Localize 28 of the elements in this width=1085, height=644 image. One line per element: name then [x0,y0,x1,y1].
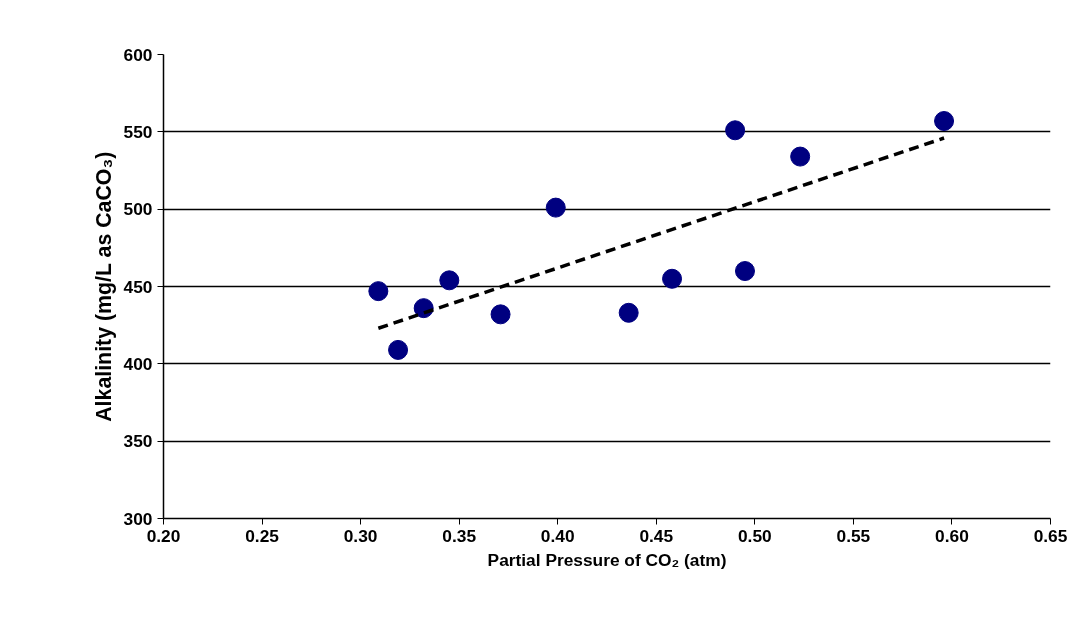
y-tick-label: 450 [123,276,153,297]
y-tick-label: 350 [123,431,153,452]
x-tick-label: 0.35 [442,525,477,546]
x-tick-label: 0.45 [639,525,674,546]
y-tick-label: 550 [123,121,153,142]
point [439,270,460,291]
x-tick-label: 0.25 [245,525,280,546]
point [490,304,511,325]
y-axis-title: Alkalinity (mg/L as CaCO₃) [91,151,116,422]
x-tick-label: 0.30 [343,525,378,546]
x-tick-label: 0.50 [737,525,772,546]
point [725,120,746,141]
y-tick-label: 400 [123,353,153,374]
point [662,268,683,289]
x-tick-label: 0.55 [836,525,871,546]
x-tick-label: 0.60 [935,525,969,546]
point [934,111,955,131]
x-axis-title: Partial Pressure of CO₂ (atm) [487,549,727,570]
point [618,302,639,323]
point [734,261,755,282]
y-tick-label: 600 [123,44,153,65]
point [545,197,566,218]
point [368,281,389,302]
y-tick-label: 500 [123,199,153,220]
x-tick-label: 0.65 [1033,525,1068,546]
x-tick-label: 0.40 [540,525,575,546]
point [790,146,811,167]
point [388,339,409,360]
